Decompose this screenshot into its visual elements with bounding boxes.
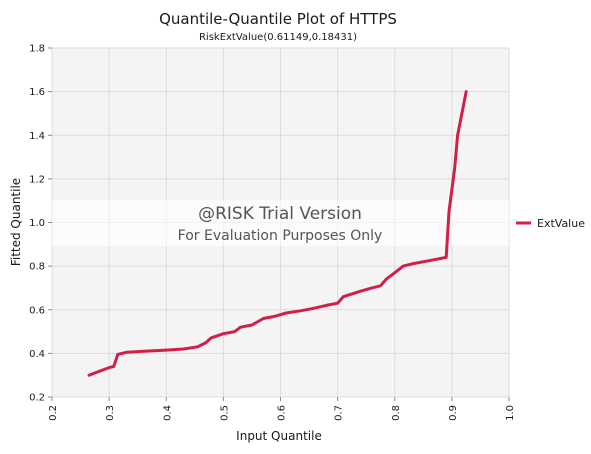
series-line-extvalue (87, 90, 468, 377)
y-tick-label: 0.4 (29, 349, 45, 360)
chart-subtitle: RiskExtValue(0.61149,0.18431) (199, 32, 357, 43)
legend: ExtValue (516, 217, 585, 230)
x-tick-label: 0.5 (219, 405, 230, 421)
x-tick-label: 0.4 (162, 405, 173, 421)
y-tick-label: 1.8 (29, 44, 45, 55)
x-tick-label: 0.9 (448, 405, 459, 421)
watermark-subtitle: For Evaluation Purposes Only (178, 228, 383, 244)
y-axis-ticks: 0.2 0.4 0.6 0.8 1.0 1.2 1.4 1.6 1.8 (29, 44, 52, 404)
x-tick-label: 1.0 (505, 405, 516, 421)
x-tick-label: 0.2 (48, 405, 59, 421)
x-tick-label: 0.8 (391, 405, 402, 421)
watermark-title: @RISK Trial Version (198, 204, 362, 224)
x-tick-label: 0.7 (334, 405, 345, 421)
y-tick-label: 0.6 (29, 305, 45, 316)
y-tick-label: 0.2 (29, 393, 45, 404)
series-layer (87, 90, 468, 377)
watermark: @RISK Trial Version For Evaluation Purpo… (52, 200, 509, 246)
x-axis-label: Input Quantile (236, 429, 322, 443)
y-tick-label: 0.8 (29, 262, 45, 273)
watermark-band (52, 200, 509, 246)
y-tick-label: 1.2 (29, 174, 45, 185)
y-axis-label: Fitted Quantile (9, 178, 23, 266)
y-tick-label: 1.4 (29, 131, 45, 142)
x-tick-label: 0.3 (105, 405, 116, 421)
y-tick-label: 1.0 (29, 218, 45, 229)
x-tick-label: 0.6 (277, 405, 288, 421)
x-axis-ticks: 0.2 0.3 0.4 0.5 0.6 0.7 0.8 0.9 1.0 (48, 397, 516, 421)
y-tick-label: 1.6 (29, 87, 45, 98)
legend-label-extvalue: ExtValue (537, 217, 585, 230)
chart-title: Quantile-Quantile Plot of HTTPS (159, 10, 397, 28)
